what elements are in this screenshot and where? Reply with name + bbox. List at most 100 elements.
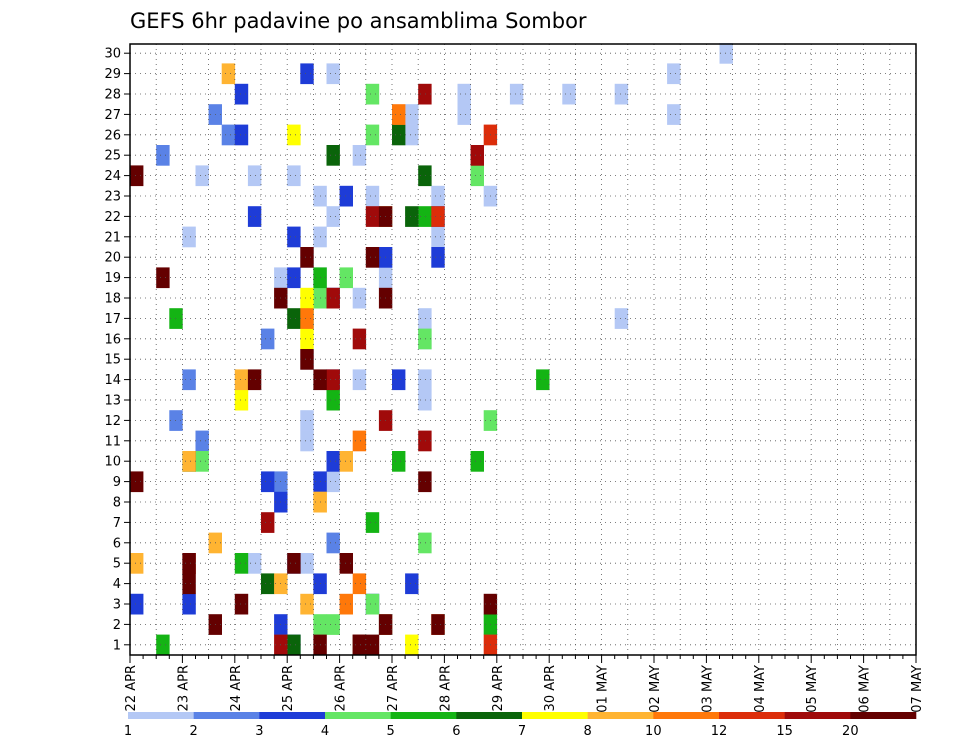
heat-cell (405, 124, 419, 146)
heat-cell (326, 451, 340, 472)
heat-cell (261, 328, 275, 350)
x-tick-label: 23 APR (176, 665, 191, 711)
heat-cell (614, 308, 629, 329)
legend-label: 15 (776, 724, 793, 739)
legend-swatch (456, 712, 523, 719)
legend-swatch (522, 712, 588, 719)
heat-cell (352, 369, 367, 391)
heat-cell (431, 206, 445, 227)
legend-label: 5 (387, 724, 395, 739)
heat-cell (352, 634, 367, 656)
heat-cell (365, 593, 380, 615)
legend-label: 1 (124, 724, 132, 739)
legend-label: 3 (255, 724, 263, 739)
heat-cell (287, 267, 301, 289)
heat-cell (234, 553, 249, 574)
heat-cell (182, 573, 196, 595)
heat-cell (300, 247, 314, 268)
heat-cell (431, 185, 445, 207)
y-tick-label: 25 (104, 149, 121, 164)
heat-cell (339, 593, 353, 615)
heat-cell (431, 226, 445, 248)
x-tick-label: 07 MAY (910, 665, 925, 713)
y-tick-label: 1 (113, 638, 121, 653)
heat-cell (418, 430, 432, 452)
heat-cell (195, 430, 209, 452)
y-tick-label: 23 (104, 190, 121, 205)
heat-cell (287, 165, 301, 187)
heat-cell (562, 83, 576, 105)
heat-cell (352, 287, 367, 309)
y-tick-label: 10 (104, 455, 121, 470)
heat-cell (418, 369, 432, 391)
y-tick-label: 28 (104, 88, 121, 103)
heat-cell (234, 83, 249, 105)
legend-swatch (390, 712, 457, 719)
heat-cell (470, 145, 484, 166)
heat-cell (392, 124, 406, 146)
x-tick-label: 26 APR (334, 665, 349, 711)
heat-cell (326, 369, 340, 391)
heat-cell (261, 512, 275, 533)
x-tick-label: 25 APR (281, 665, 296, 711)
heat-cell (405, 104, 419, 125)
y-tick-label: 24 (104, 169, 121, 184)
heat-cell (326, 206, 340, 227)
heat-cell (418, 83, 432, 105)
y-tick-label: 18 (104, 292, 121, 307)
x-tick-label: 30 APR (543, 665, 558, 711)
y-tick-label: 19 (104, 271, 121, 286)
heat-cell (352, 573, 367, 595)
y-tick-label: 12 (104, 414, 121, 429)
x-tick-label: 01 MAY (596, 665, 611, 713)
y-tick-label: 26 (104, 128, 121, 143)
heat-cell (130, 553, 144, 574)
x-tick-label: 24 APR (229, 665, 244, 711)
heat-cell (365, 634, 380, 656)
legend-label: 7 (518, 724, 526, 739)
heat-cell (247, 206, 262, 227)
cells-layer (130, 43, 733, 656)
x-tick-label: 29 APR (491, 665, 506, 711)
heat-cell (326, 471, 340, 493)
heat-cell (418, 471, 432, 493)
heat-cell (470, 165, 484, 187)
legend-label: 10 (645, 724, 662, 739)
heat-cell (339, 185, 353, 207)
heat-cell (418, 206, 432, 227)
heat-cell (418, 532, 432, 554)
x-axis: 22 APR 23 APR 24 APR 25 APR 26 APR 27 APR 28 A… (124, 655, 925, 713)
y-tick-label: 16 (104, 332, 121, 347)
heat-cell (234, 124, 249, 146)
heat-cell (339, 451, 353, 472)
heat-cell (300, 349, 314, 370)
x-tick-label: 27 APR (386, 665, 401, 711)
y-tick-label: 11 (104, 434, 121, 449)
heat-cell (300, 593, 314, 615)
legend-label: 8 (584, 724, 592, 739)
heat-cell (156, 267, 170, 289)
heat-cell (195, 165, 209, 187)
y-tick-label: 30 (104, 47, 121, 62)
heat-cell (287, 308, 301, 329)
heat-cell (326, 389, 340, 411)
heat-cell (365, 206, 380, 227)
heat-cell (182, 553, 196, 574)
y-tick-label: 6 (113, 536, 121, 551)
heat-cell (392, 104, 406, 125)
x-tick-label: 03 MAY (700, 665, 715, 713)
heat-cell (326, 145, 340, 166)
legend-swatch (850, 712, 917, 719)
x-tick-label: 02 MAY (648, 665, 663, 713)
heat-cell (719, 43, 733, 64)
heat-cell (234, 369, 249, 391)
heat-cell (300, 430, 314, 452)
y-tick-label: 20 (104, 251, 121, 266)
heat-cell (431, 247, 445, 268)
x-tick-label: 28 APR (438, 665, 453, 711)
heat-cell (365, 185, 380, 207)
y-tick-label: 4 (113, 577, 121, 592)
heat-cell (300, 553, 314, 574)
heat-cell (261, 573, 275, 595)
heat-cell (457, 83, 471, 105)
